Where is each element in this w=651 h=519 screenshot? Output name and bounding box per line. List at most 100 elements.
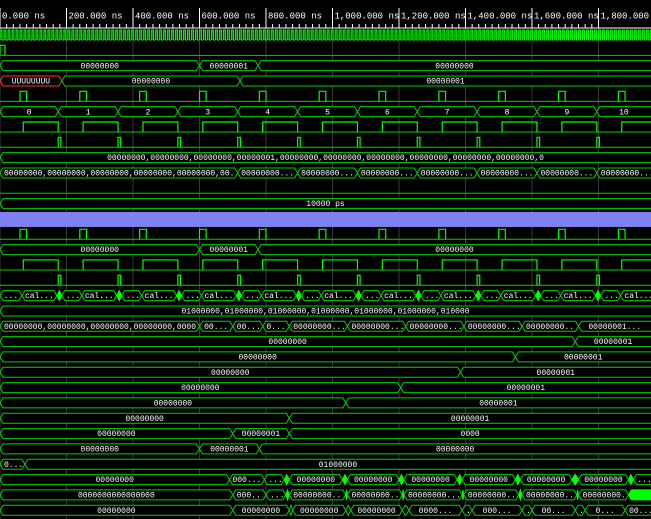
bus-segment bbox=[627, 489, 651, 501]
bus-value: cal... bbox=[564, 292, 593, 301]
bus-value: 00000000 bbox=[181, 384, 220, 393]
bus-value: 00000000 bbox=[96, 476, 135, 485]
bus-value: 00000000... bbox=[421, 170, 474, 179]
bus-segment bbox=[0, 305, 651, 317]
bus-value: 00000000 bbox=[268, 338, 307, 347]
bit-pulse bbox=[557, 90, 566, 102]
bus-value: 00000000... bbox=[361, 170, 414, 179]
bus-segment bbox=[257, 244, 651, 256]
bus-value: cal... bbox=[384, 292, 413, 301]
bus-value: 00000000... bbox=[293, 323, 346, 332]
bit-pulse bbox=[79, 228, 88, 240]
bus-value: 3 bbox=[205, 108, 210, 117]
bus-value: 7 bbox=[445, 108, 450, 117]
bus-value: ... bbox=[604, 292, 618, 301]
bus-value: 00000001 bbox=[451, 415, 490, 424]
bus-segment bbox=[400, 382, 651, 394]
bus-value: 9 bbox=[564, 108, 569, 117]
bus-value: ... bbox=[425, 292, 439, 301]
bit-pulse bbox=[19, 228, 28, 240]
bit-pulse bbox=[596, 136, 601, 148]
bit-pulse bbox=[557, 228, 566, 240]
bit-pulse bbox=[296, 274, 301, 286]
bus-value: 00000000... bbox=[351, 492, 404, 501]
bit-pulse bbox=[321, 259, 359, 270]
bus-value: 00000000 bbox=[97, 507, 136, 516]
bit-pulse bbox=[621, 121, 651, 132]
bus-value: ... bbox=[305, 292, 319, 301]
bus-value: 00000001 bbox=[564, 354, 603, 363]
bus-value: 00000001 bbox=[479, 400, 518, 409]
bus-value: 00000000 bbox=[211, 369, 250, 378]
bus-value: 00000000... bbox=[526, 323, 579, 332]
bus-segment bbox=[596, 167, 651, 179]
bus-value: 00... bbox=[629, 507, 651, 516]
bus-value: cal... bbox=[145, 292, 174, 301]
bus-value: 0000000000000000 bbox=[78, 492, 155, 501]
bus-value: 4 bbox=[265, 108, 270, 117]
bus-segment bbox=[0, 152, 651, 164]
bus-value: cal... bbox=[444, 292, 473, 301]
bus-value: ... bbox=[4, 292, 18, 301]
bit-pulse bbox=[356, 136, 361, 148]
bit-pulse bbox=[139, 90, 147, 102]
bit-pulse bbox=[0, 44, 6, 56]
bus-value: 00... bbox=[542, 507, 566, 516]
bit-pulse bbox=[198, 228, 207, 240]
bus-segment bbox=[632, 474, 651, 486]
bus-segment bbox=[624, 504, 651, 516]
bus-value: 00000000... bbox=[293, 492, 346, 501]
bus-value: ... bbox=[268, 476, 282, 485]
bus-value: 00000000 bbox=[584, 476, 623, 485]
bit-pulse bbox=[117, 274, 122, 286]
bus-value: 00000000 bbox=[470, 476, 509, 485]
bit-pulse bbox=[262, 121, 299, 132]
bus-value: cal... bbox=[85, 292, 114, 301]
bus-segment bbox=[0, 198, 651, 210]
bus-value: 00000000... bbox=[301, 170, 354, 179]
bit-pulse bbox=[202, 121, 239, 132]
bus-value: 00000001 bbox=[507, 384, 546, 393]
bus-value: 000... bbox=[483, 507, 512, 516]
bus-value: 0 bbox=[27, 108, 32, 117]
ruler-label: 1,600.000 ns bbox=[534, 11, 599, 21]
bus-value: 00000000 bbox=[132, 78, 171, 87]
bit-pulse bbox=[79, 90, 88, 102]
bit-pulse bbox=[142, 121, 179, 132]
bus-value: 00000000 bbox=[354, 476, 393, 485]
ruler-label: 0.000 ns bbox=[2, 11, 45, 21]
bit-pulse bbox=[441, 259, 478, 270]
bit-pulse bbox=[378, 228, 387, 240]
bit-pulse bbox=[117, 136, 122, 148]
bit-pulse bbox=[501, 121, 538, 132]
bus-value: cal... bbox=[264, 292, 293, 301]
bus-value: 00000001 bbox=[537, 369, 576, 378]
bus-value: 00000000 bbox=[81, 446, 120, 455]
bus-value: 01000000,01000000,01000000,01000000,0100… bbox=[181, 308, 469, 317]
ruler-label: 600.000 ns bbox=[201, 11, 255, 21]
bit-pulse bbox=[258, 90, 267, 102]
bus-value: 00000000 bbox=[435, 62, 474, 71]
bus-value: ... bbox=[245, 292, 259, 301]
bit-pulse bbox=[438, 228, 447, 240]
bus-value: 00000000 bbox=[435, 246, 474, 255]
bus-segment bbox=[577, 320, 651, 332]
bit-pulse bbox=[617, 90, 626, 102]
bus-value: 00000000 bbox=[436, 446, 475, 455]
bus-value: 0... bbox=[596, 507, 615, 516]
bus-value: 00000000,00000000,00000000,00000000,0000… bbox=[4, 323, 249, 332]
bus-value: 00000001 bbox=[210, 246, 249, 255]
bus-value: ... bbox=[126, 292, 140, 301]
bus-value: 0... bbox=[4, 461, 23, 470]
bus-value: ... bbox=[365, 292, 379, 301]
bus-value: UUUUUUUU bbox=[12, 78, 51, 87]
bit-pulse bbox=[536, 136, 541, 148]
bus-value: ... bbox=[526, 507, 540, 516]
bus-value: 00000000... bbox=[481, 170, 534, 179]
bit-pulse bbox=[498, 90, 506, 102]
bus-segment bbox=[257, 60, 651, 72]
bit-pulse bbox=[57, 274, 62, 286]
bus-value: 00000000 bbox=[300, 507, 339, 516]
